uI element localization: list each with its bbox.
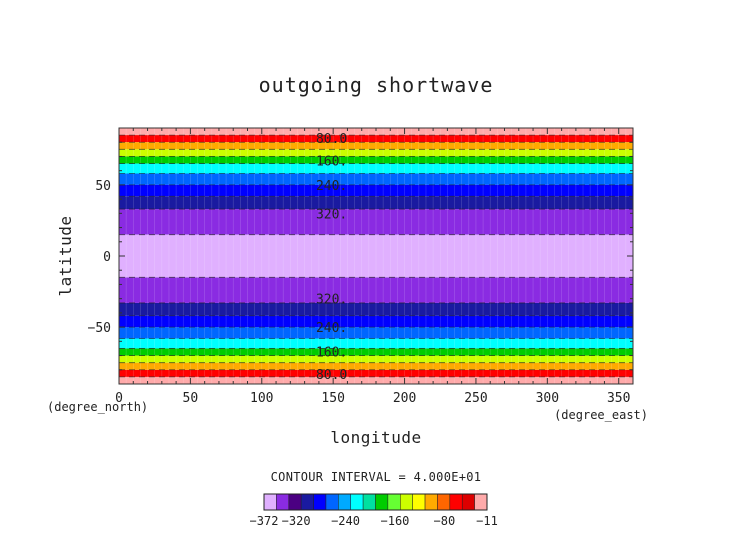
contour-label: 320. <box>316 207 347 222</box>
colorbar-swatch <box>387 493 401 511</box>
colorbar-swatch <box>375 493 389 511</box>
field-band <box>119 184 633 197</box>
colorbar-swatch <box>338 493 351 511</box>
field-band <box>119 315 633 328</box>
y-tick-label: 0 <box>103 250 111 265</box>
colorbar-frame <box>263 493 488 511</box>
colorbar-swatch <box>437 493 451 511</box>
y-axis-unit: (degree_north) <box>47 400 148 414</box>
contour-label: 80.0 <box>316 368 347 383</box>
colorbar-swatch <box>313 493 327 511</box>
colorbar-tick-label: −160 <box>381 514 410 528</box>
contour-label: 80.0 <box>316 132 347 147</box>
chart-title: outgoing shortwave <box>259 73 494 97</box>
plot-bands <box>119 128 633 384</box>
colorbar-swatch <box>300 493 314 511</box>
colorbar <box>263 493 488 511</box>
field-band <box>119 256 633 278</box>
colorbar-swatch <box>424 493 438 511</box>
colorbar-tick-label: −11 <box>476 514 498 528</box>
x-tick-label: 300 <box>536 391 559 406</box>
x-axis-unit: (degree_east) <box>554 408 648 422</box>
contour-label: 240. <box>316 321 347 336</box>
x-tick-label: 100 <box>250 391 273 406</box>
colorbar-tick-label: −240 <box>331 514 360 528</box>
field-band <box>119 348 633 356</box>
colorbar-swatch <box>325 493 339 511</box>
colorbar-swatch <box>350 493 364 511</box>
x-tick-label: 0 <box>115 391 123 406</box>
field-band <box>119 173 633 185</box>
colorbar-swatch <box>412 493 426 511</box>
field-band <box>119 277 633 303</box>
colorbar-tick-label: −372 <box>250 514 279 528</box>
field-band <box>119 149 633 157</box>
y-tick-label: 50 <box>95 179 111 194</box>
colorbar-tick-label: −80 <box>434 514 456 528</box>
colorbar-swatch <box>276 493 290 511</box>
y-axis-title: latitude <box>56 215 75 296</box>
x-axis-ticks: 0 50 100 150 200 250 300 350 <box>115 128 634 406</box>
field-band <box>119 338 633 349</box>
contour-label: 160. <box>316 345 347 360</box>
field-band <box>119 327 633 339</box>
x-tick-label: 50 <box>183 391 199 406</box>
contour-label: 320. <box>316 293 347 308</box>
colorbar-swatch <box>362 493 376 511</box>
x-tick-label: 200 <box>393 391 416 406</box>
field-band <box>119 302 633 316</box>
plot-gridlines <box>125 128 627 384</box>
field-band <box>119 234 633 256</box>
field-band <box>119 128 633 136</box>
x-tick-label: 150 <box>321 391 344 406</box>
x-axis-title: longitude <box>330 428 421 447</box>
field-band <box>119 163 633 174</box>
field-band <box>119 362 633 370</box>
colorbar-swatch <box>474 493 488 511</box>
y-tick-label: −50 <box>88 321 111 336</box>
colorbar-swatch <box>461 493 475 511</box>
field-band <box>119 156 633 164</box>
field-band <box>119 369 633 377</box>
contour-labels: 80.0 160. 240. 320. 320. 240. 160. 80.0 <box>316 132 347 383</box>
colorbar-swatch <box>263 493 277 511</box>
x-tick-label: 350 <box>607 391 630 406</box>
field-band <box>119 376 633 384</box>
x-tick-label: 250 <box>464 391 487 406</box>
colorbar-swatch <box>449 493 463 511</box>
colorbar-tick-labels: −372 −320 −240 −160 −80 −11 <box>250 514 498 528</box>
y-axis-ticks: −50 0 50 <box>88 141 633 371</box>
colorbar-swatch <box>288 493 302 511</box>
field-band <box>119 142 633 150</box>
colorbar-swatch <box>400 493 413 511</box>
field-band <box>119 135 633 143</box>
contour-label: 160. <box>316 155 347 170</box>
field-band <box>119 355 633 363</box>
field-band <box>119 196 633 210</box>
contour-interval-text: CONTOUR INTERVAL = 4.000E+01 <box>271 470 482 484</box>
colorbar-tick-label: −320 <box>282 514 311 528</box>
field-band <box>119 209 633 235</box>
contour-lines <box>119 134 633 378</box>
contour-label: 240. <box>316 179 347 194</box>
